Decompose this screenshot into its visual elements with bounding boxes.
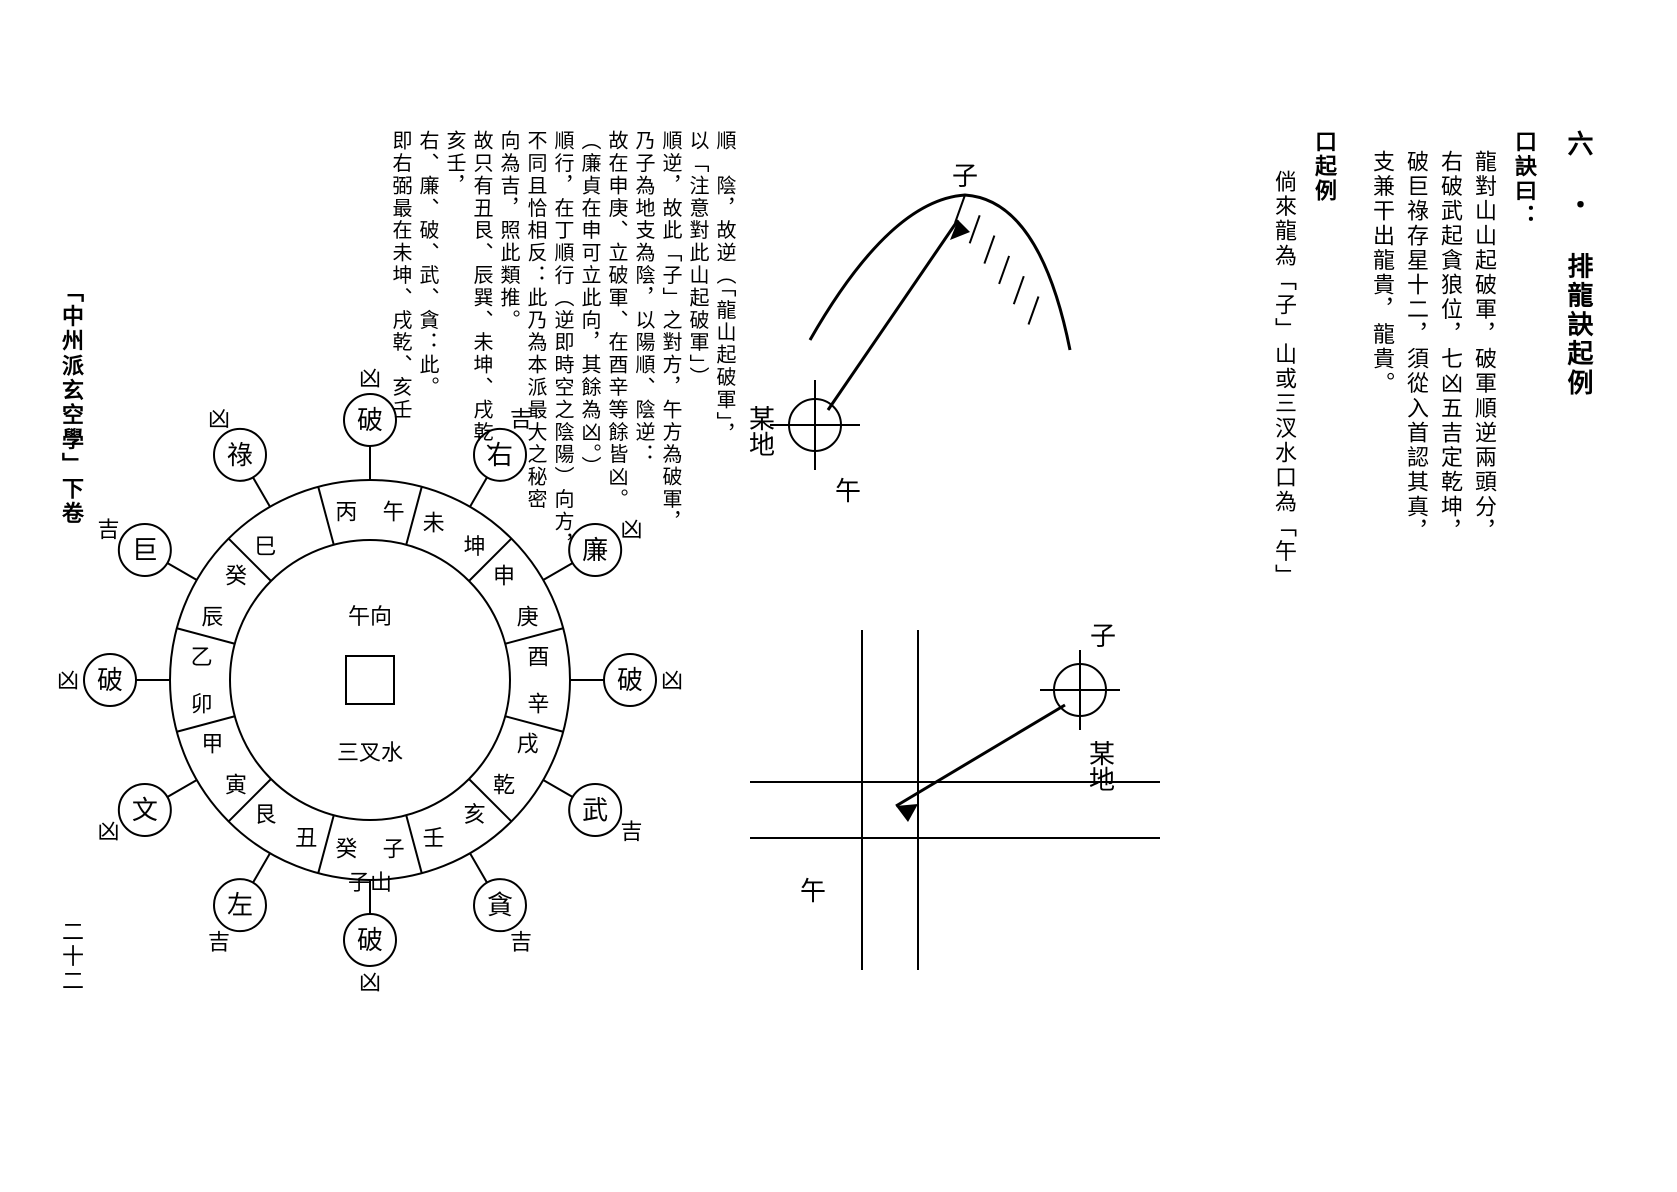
svg-text:未: 未 — [423, 510, 445, 535]
svg-text:午: 午 — [383, 500, 405, 525]
svg-text:庚: 庚 — [517, 604, 539, 629]
svg-text:寅: 寅 — [225, 773, 247, 798]
svg-text:甲: 甲 — [201, 732, 223, 757]
svg-text:乾: 乾 — [493, 773, 515, 798]
svg-text:辰: 辰 — [201, 604, 223, 629]
svg-text:左: 左 — [227, 891, 253, 920]
svg-text:子: 子 — [1090, 622, 1116, 651]
koujue-label: 口訣曰： — [1508, 130, 1540, 229]
koujue-line: 右破武起貪狼位，七凶五吉定乾坤， — [1434, 150, 1466, 544]
svg-text:破: 破 — [617, 666, 643, 695]
koujue-line: 支兼干出龍貴，龍貴。 — [1366, 150, 1398, 396]
paragraph-column: 以「注意對此山起破軍」） — [683, 130, 712, 1130]
qili-line: 倘來龍為「子」山或三汊水口為「午」 — [1268, 170, 1300, 589]
svg-text:午: 午 — [835, 477, 861, 506]
svg-text:癸: 癸 — [225, 563, 247, 588]
svg-text:戌: 戌 — [517, 732, 539, 757]
svg-text:吉: 吉 — [510, 930, 532, 955]
svg-text:申: 申 — [493, 563, 515, 588]
svg-text:破: 破 — [357, 926, 383, 955]
svg-text:巳: 巳 — [254, 534, 276, 559]
svg-text:午: 午 — [800, 877, 826, 906]
svg-text:某地: 某地 — [1086, 740, 1115, 792]
svg-text:丑: 丑 — [295, 826, 317, 851]
svg-text:亥: 亥 — [464, 802, 486, 827]
svg-text:凶: 凶 — [359, 970, 381, 995]
svg-text:卯: 卯 — [191, 692, 213, 717]
svg-text:凶: 凶 — [57, 668, 79, 693]
svg-text:武: 武 — [582, 796, 608, 825]
svg-text:吉: 吉 — [621, 819, 643, 844]
svg-text:子: 子 — [383, 836, 405, 861]
svg-text:廉: 廉 — [582, 536, 608, 565]
svg-text:午向: 午向 — [348, 604, 392, 629]
svg-text:破: 破 — [97, 666, 123, 695]
mountain-arrow-diagram: 子某地午 — [740, 160, 1100, 520]
svg-text:貪: 貪 — [487, 891, 513, 920]
svg-text:文: 文 — [132, 796, 158, 825]
svg-text:吉: 吉 — [97, 517, 119, 542]
qili-label: 口起例 — [1308, 130, 1340, 204]
svg-text:祿: 祿 — [227, 441, 253, 470]
svg-text:丙: 丙 — [335, 500, 357, 525]
crossroads-diagram: 子某地午 — [740, 600, 1170, 980]
svg-text:破: 破 — [357, 406, 383, 435]
koujue-line: 破巨祿存星十二，須從入首認其真， — [1400, 150, 1432, 544]
svg-text:癸: 癸 — [335, 836, 357, 861]
paragraph-column: 順 陰，故逆（「龍山起破軍」， — [710, 130, 739, 1130]
svg-text:坤: 坤 — [464, 534, 486, 559]
svg-text:凶: 凶 — [97, 819, 119, 844]
koujue-line: 龍對山山起破軍，破軍順逆兩頭分， — [1468, 150, 1500, 544]
svg-text:艮: 艮 — [254, 802, 276, 827]
svg-text:吉: 吉 — [208, 930, 230, 955]
svg-text:凶: 凶 — [661, 668, 683, 693]
svg-text:凶: 凶 — [208, 406, 230, 431]
section-title: 六 ・ 排龍訣起例 — [1560, 130, 1597, 398]
svg-text:右: 右 — [487, 441, 513, 470]
compass-diagram: 午向三叉水丙午破凶未坤右吉申庚廉凶酉辛破凶戌乾武吉亥壬貪吉子癸子山破凶丑艮左吉寅… — [70, 190, 670, 810]
svg-text:辛: 辛 — [527, 692, 549, 717]
svg-text:某地: 某地 — [746, 405, 775, 457]
page-number: 二十二 — [55, 920, 87, 994]
svg-text:壬: 壬 — [423, 826, 445, 851]
svg-text:三叉水: 三叉水 — [337, 740, 403, 765]
svg-text:吉: 吉 — [510, 406, 532, 431]
svg-text:巨: 巨 — [132, 536, 158, 565]
svg-text:乙: 乙 — [191, 644, 213, 669]
svg-text:凶: 凶 — [359, 366, 381, 391]
svg-text:子: 子 — [952, 162, 978, 191]
svg-text:酉: 酉 — [527, 644, 549, 669]
svg-text:凶: 凶 — [621, 517, 643, 542]
